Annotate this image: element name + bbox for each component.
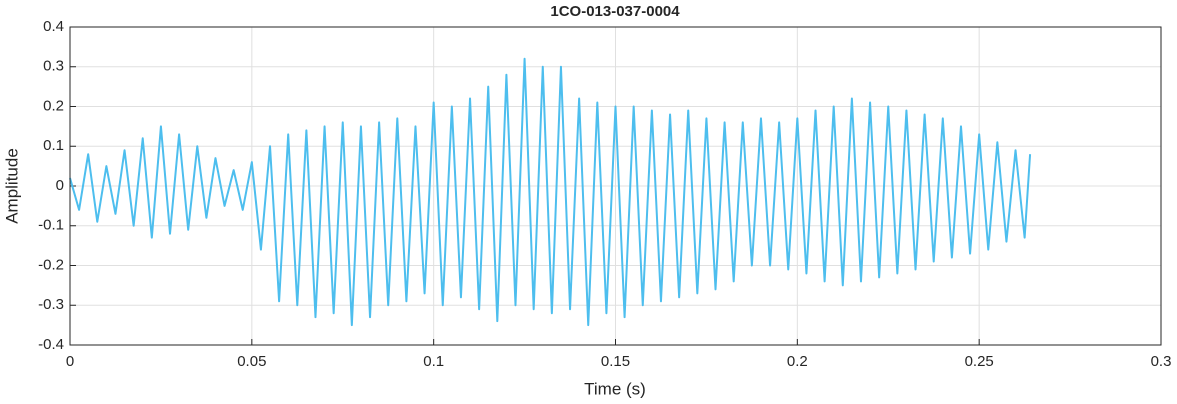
y-tick-label: 0 xyxy=(56,177,64,194)
waveform-line xyxy=(69,57,1032,327)
y-tick-label: -0.4 xyxy=(38,336,64,353)
x-tick-label: 0.15 xyxy=(601,353,630,370)
chart-title: 1CO-013-037-0004 xyxy=(550,3,680,20)
x-tick-label: 0.3 xyxy=(1151,353,1172,370)
y-tick-label: 0.1 xyxy=(43,137,64,154)
y-axis-label: Amplitude xyxy=(2,148,21,224)
x-tick-label: 0.05 xyxy=(237,353,266,370)
x-tick-label: 0.1 xyxy=(423,353,444,370)
y-tick-label: -0.1 xyxy=(38,217,64,234)
y-tick-label: 0.2 xyxy=(43,97,64,114)
x-tick-label: 0 xyxy=(66,353,74,370)
x-axis-label: Time (s) xyxy=(584,379,646,398)
y-tick-label: 0.3 xyxy=(43,58,64,75)
y-tick-label: -0.3 xyxy=(38,296,64,313)
x-tick-label: 0.25 xyxy=(965,353,994,370)
y-tick-label: -0.2 xyxy=(38,256,64,273)
y-tick-label: 0.4 xyxy=(43,18,64,35)
x-tick-label: 0.2 xyxy=(787,353,808,370)
plot-border xyxy=(69,26,1162,346)
